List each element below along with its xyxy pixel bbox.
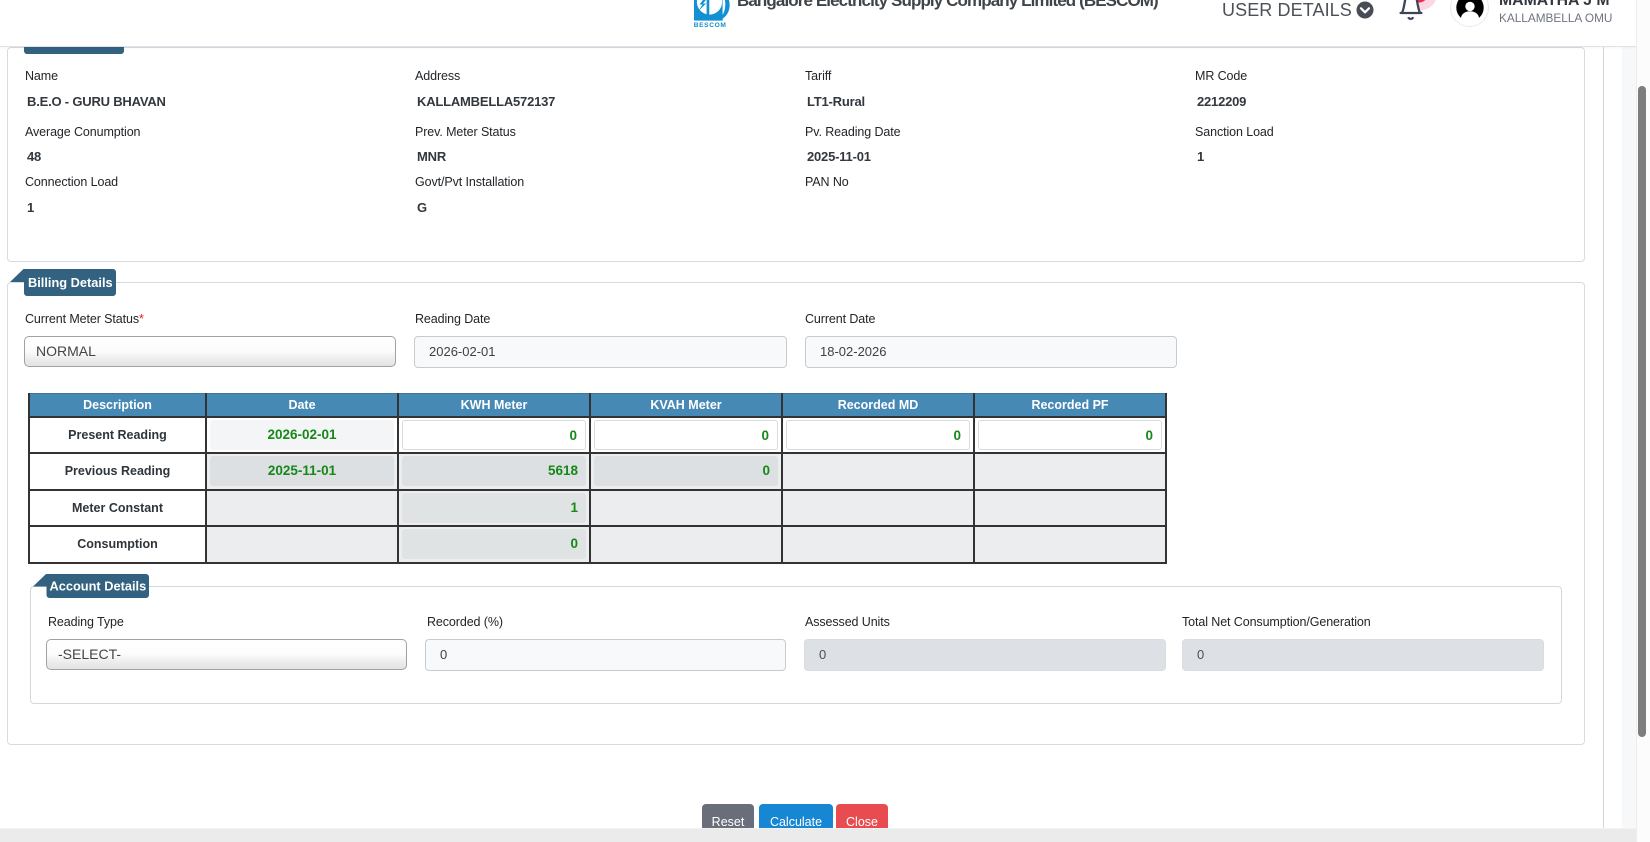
svg-text:Account Details: Account Details (50, 579, 147, 594)
svg-text:Billing Details: Billing Details (28, 275, 113, 290)
svg-text:BESCOM: BESCOM (694, 22, 727, 29)
